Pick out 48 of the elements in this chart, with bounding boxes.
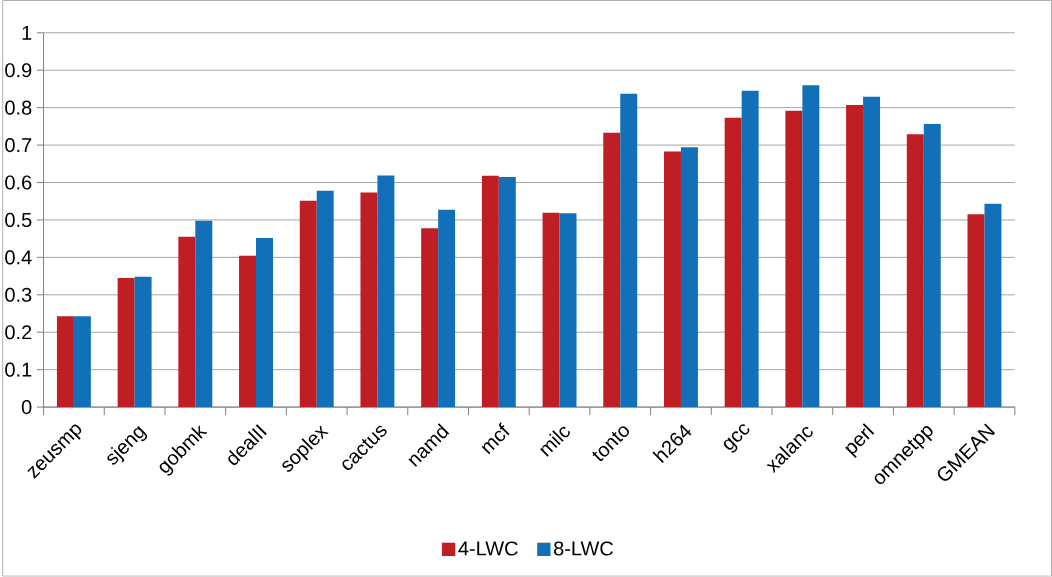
bar bbox=[559, 213, 577, 408]
bar bbox=[73, 316, 91, 408]
bar bbox=[56, 316, 74, 408]
bar bbox=[195, 220, 213, 408]
bar bbox=[620, 93, 638, 408]
bar bbox=[421, 228, 439, 408]
bar bbox=[724, 117, 742, 408]
bar bbox=[178, 236, 196, 408]
x-tick-label: mcf bbox=[481, 422, 510, 455]
y-tick-label: 0.6 bbox=[5, 175, 32, 190]
y-tick-label: 0.1 bbox=[5, 362, 32, 377]
bar bbox=[741, 90, 759, 408]
bar bbox=[377, 175, 395, 408]
bar bbox=[299, 201, 317, 408]
y-tick-label: 0.8 bbox=[5, 100, 32, 115]
y-tick-label: 0 bbox=[21, 400, 32, 415]
bar bbox=[802, 85, 820, 408]
y-tick-label: 0.9 bbox=[5, 63, 32, 78]
bar bbox=[603, 132, 621, 408]
bar bbox=[967, 214, 985, 408]
y-tick-label: 0.5 bbox=[5, 213, 32, 228]
bar bbox=[134, 277, 152, 408]
y-tick-label: 1 bbox=[22, 26, 32, 40]
bar bbox=[846, 105, 864, 408]
bar bbox=[863, 96, 881, 408]
bar bbox=[316, 190, 334, 408]
bar bbox=[498, 177, 516, 408]
bar bbox=[481, 175, 499, 408]
y-tick-label: 0.2 bbox=[5, 325, 32, 340]
x-tick-label: gcc bbox=[723, 424, 750, 453]
bar bbox=[438, 210, 456, 408]
bar bbox=[542, 213, 560, 408]
y-tick-label: 0.4 bbox=[5, 250, 32, 265]
bar bbox=[923, 124, 941, 408]
bar bbox=[785, 110, 803, 408]
x-tick-label: milc bbox=[540, 427, 570, 457]
bar bbox=[239, 256, 257, 408]
legend-label: 8-LWC bbox=[554, 541, 614, 556]
legend-label: 4-LWC bbox=[458, 541, 518, 556]
y-tick-label: 0.3 bbox=[5, 287, 32, 303]
bar bbox=[117, 278, 135, 408]
bar bbox=[906, 134, 924, 408]
bar bbox=[680, 147, 698, 408]
bar bbox=[984, 204, 1002, 408]
bar bbox=[663, 151, 681, 408]
bar bbox=[256, 238, 273, 408]
y-tick-label: 0.7 bbox=[5, 138, 32, 153]
bar bbox=[360, 192, 378, 408]
